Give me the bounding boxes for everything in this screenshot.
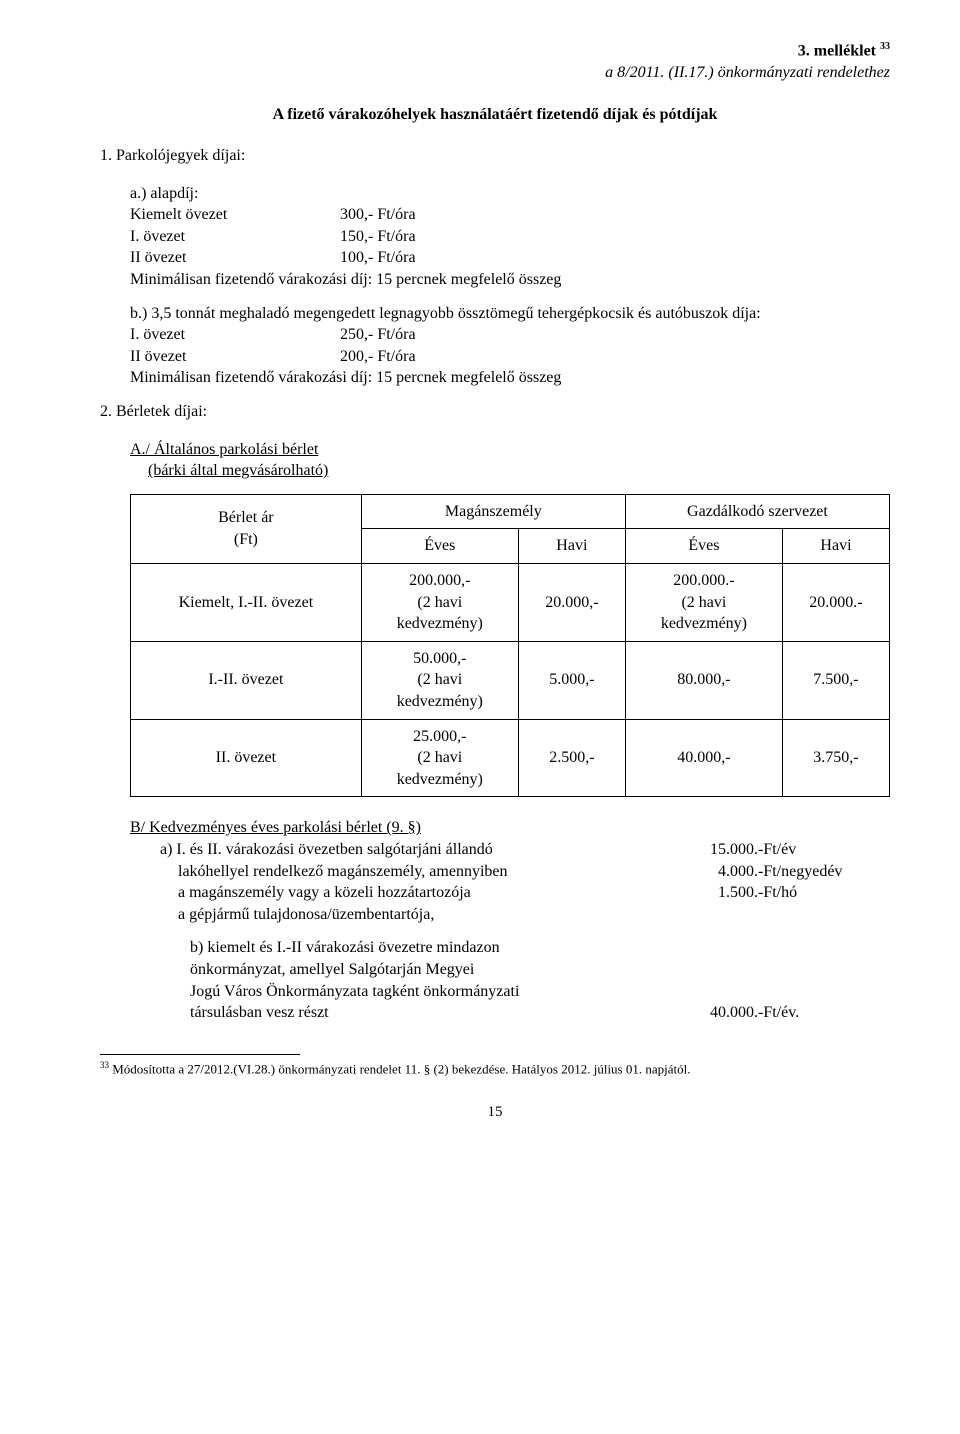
section-2a-heading-1: A./ Általános parkolási bérlet xyxy=(130,439,890,461)
b-b-text1: b) kiemelt és I.-II várakozási övezetre … xyxy=(190,937,890,959)
cell: 40.000,- xyxy=(625,719,782,797)
cell: 20.000.- xyxy=(782,564,889,642)
fee-value: 250,- Ft/óra xyxy=(340,324,416,346)
cell: 7.500,- xyxy=(782,641,889,719)
fee-label: I. övezet xyxy=(130,324,340,346)
section-2a-heading-2: (bárki által megvásárolható) xyxy=(148,460,890,482)
cell: 50.000,- (2 havi kedvezmény) xyxy=(361,641,518,719)
cell: 80.000,- xyxy=(625,641,782,719)
footnote-text: Módosította a 27/2012.(VI.28.) önkormány… xyxy=(112,1061,690,1076)
fee-value: 300,- Ft/óra xyxy=(340,204,416,226)
section-1b: b.) 3,5 tonnát meghaladó megengedett leg… xyxy=(130,303,890,389)
b-b-text3: Jogú Város Önkormányzata tagként önkormá… xyxy=(190,981,890,1003)
section-2b-heading: B/ Kedvezményes éves parkolási bérlet (9… xyxy=(130,817,890,839)
b-a-val2: 4.000.-Ft/negyedév xyxy=(710,861,890,883)
table-row: I.-II. övezet 50.000,- (2 havi kedvezmén… xyxy=(131,641,890,719)
b-b-val: 40.000.-Ft/év. xyxy=(710,1002,890,1024)
section-1b-note: Minimálisan fizetendő várakozási díj: 15… xyxy=(130,367,890,389)
col-price-header: Bérlet ár (Ft) xyxy=(131,494,362,563)
fee-line: II övezet 200,- Ft/óra xyxy=(130,346,890,368)
section-2b: B/ Kedvezményes éves parkolási bérlet (9… xyxy=(130,817,890,1023)
fee-value: 100,- Ft/óra xyxy=(340,247,416,269)
b-b-text2: önkormányzat, amellyel Salgótarján Megye… xyxy=(190,959,890,981)
header-right: 3. melléklet 33 a 8/2011. (II.17.) önkor… xyxy=(100,40,890,84)
b-a-text3: a magánszemély vagy a közeli hozzátartoz… xyxy=(160,882,710,904)
b-a-val1: 15.000.-Ft/év xyxy=(710,839,890,861)
attachment-label: 3. melléklet xyxy=(798,42,876,59)
zone-cell: Kiemelt, I.-II. övezet xyxy=(131,564,362,642)
cell: 200.000.- (2 havi kedvezmény) xyxy=(625,564,782,642)
prices-table: Bérlet ár (Ft) Magánszemély Gazdálkodó s… xyxy=(130,494,890,798)
section-1a: a.) alapdíj: Kiemelt övezet 300,- Ft/óra… xyxy=(130,183,890,291)
fee-label: I. övezet xyxy=(130,226,340,248)
cell: 200.000,- (2 havi kedvezmény) xyxy=(361,564,518,642)
section-2-heading: 2. Bérletek díjai: xyxy=(100,401,890,423)
fee-value: 150,- Ft/óra xyxy=(340,226,416,248)
section-1-heading: 1. Parkolójegyek díjai: xyxy=(100,145,890,167)
cell: 20.000,- xyxy=(518,564,625,642)
fee-line: II övezet 100,- Ft/óra xyxy=(130,247,890,269)
col-monthly: Havi xyxy=(518,529,625,564)
fee-value: 200,- Ft/óra xyxy=(340,346,416,368)
section-1b-heading: b.) 3,5 tonnát meghaladó megengedett leg… xyxy=(130,303,890,325)
b-a-text4: a gépjármű tulajdonosa/üzembentartója, xyxy=(160,904,710,926)
table-row: II. övezet 25.000,- (2 havi kedvezmény) … xyxy=(131,719,890,797)
table-row: Kiemelt, I.-II. övezet 200.000,- (2 havi… xyxy=(131,564,890,642)
footnote-ref: 33 xyxy=(880,41,890,52)
col-yearly: Éves xyxy=(361,529,518,564)
decree-ref: a 8/2011. (II.17.) önkormányzati rendele… xyxy=(100,62,890,84)
col-price-l2: (Ft) xyxy=(234,531,258,548)
col-private-header: Magánszemély xyxy=(361,494,625,529)
section-2a: A./ Általános parkolási bérlet (bárki ál… xyxy=(130,439,890,482)
section-1a-heading: a.) alapdíj: xyxy=(130,183,890,205)
cell: 2.500,- xyxy=(518,719,625,797)
b-b-text4: társulásban vesz részt xyxy=(190,1002,710,1024)
fee-label: Kiemelt övezet xyxy=(130,204,340,226)
col-company-header: Gazdálkodó szervezet xyxy=(625,494,889,529)
col-yearly: Éves xyxy=(625,529,782,564)
footnote-separator xyxy=(100,1054,300,1055)
section-1a-note: Minimálisan fizetendő várakozási díj: 15… xyxy=(130,269,890,291)
footnote: 33 Módosította a 27/2012.(VI.28.) önkorm… xyxy=(100,1059,890,1078)
b-a-text1: a) I. és II. várakozási övezetben salgót… xyxy=(160,839,710,861)
cell: 5.000,- xyxy=(518,641,625,719)
fee-label: II övezet xyxy=(130,247,340,269)
fee-label: II övezet xyxy=(130,346,340,368)
b-a-val3: 1.500.-Ft/hó xyxy=(710,882,890,904)
fee-line: Kiemelt övezet 300,- Ft/óra xyxy=(130,204,890,226)
zone-cell: I.-II. övezet xyxy=(131,641,362,719)
col-price-l1: Bérlet ár xyxy=(218,509,274,526)
page-title: A fizető várakozóhelyek használatáért fi… xyxy=(100,104,890,126)
cell: 3.750,- xyxy=(782,719,889,797)
page-number: 15 xyxy=(100,1102,890,1122)
col-monthly: Havi xyxy=(782,529,889,564)
zone-cell: II. övezet xyxy=(131,719,362,797)
b-a-text2: lakóhellyel rendelkező magánszemély, ame… xyxy=(160,861,710,883)
cell: 25.000,- (2 havi kedvezmény) xyxy=(361,719,518,797)
fee-line: I. övezet 250,- Ft/óra xyxy=(130,324,890,346)
fee-line: I. övezet 150,- Ft/óra xyxy=(130,226,890,248)
table-row: Bérlet ár (Ft) Magánszemély Gazdálkodó s… xyxy=(131,494,890,529)
footnote-number: 33 xyxy=(100,1060,109,1070)
